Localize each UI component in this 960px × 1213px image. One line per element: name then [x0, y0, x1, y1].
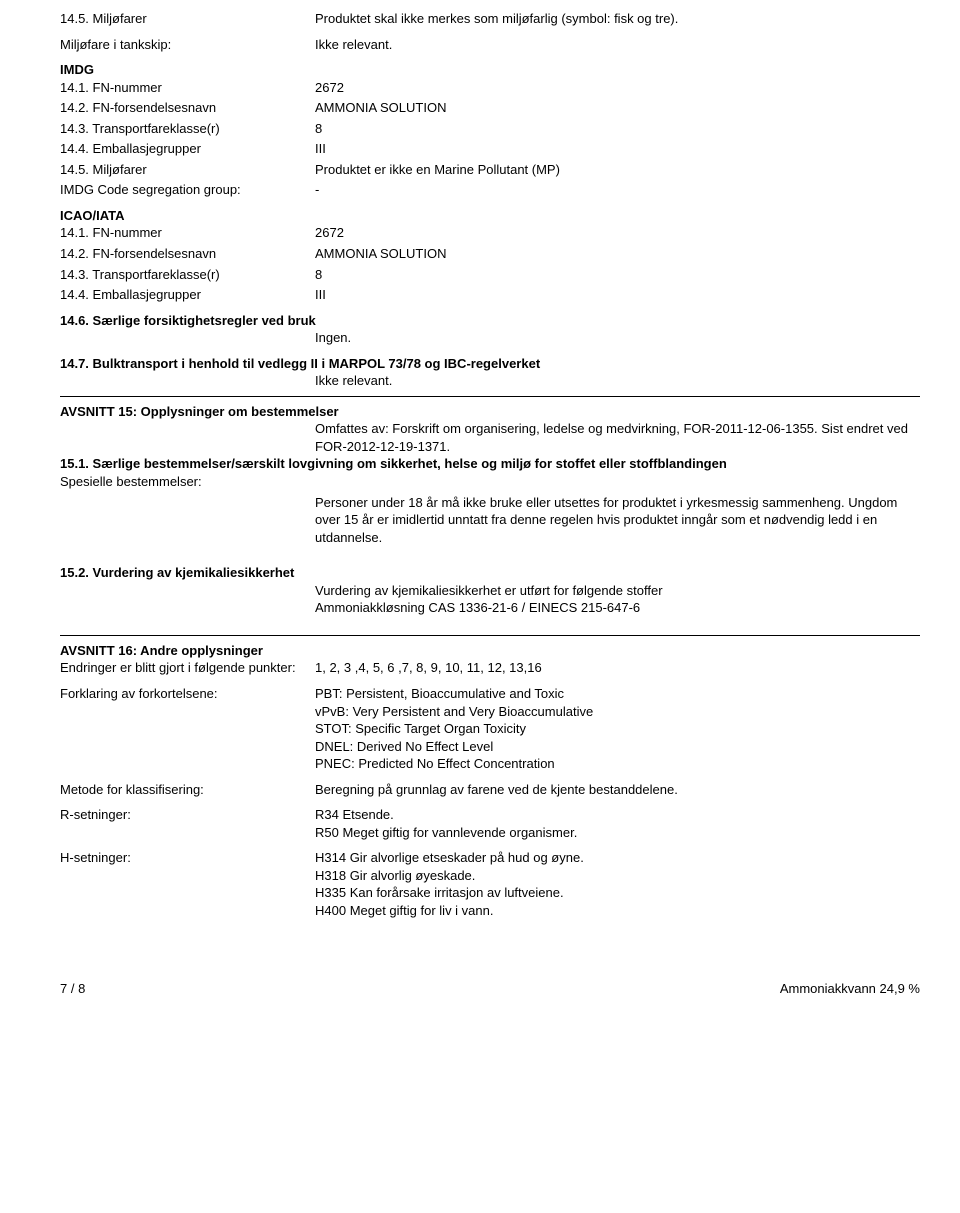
footer: 7 / 8 Ammoniakkvann 24,9 %	[60, 980, 920, 998]
label: 14.3. Transportfareklasse(r)	[60, 266, 315, 284]
s16-h-setninger: H-setninger: H314 Gir alvorlige etseskad…	[60, 849, 920, 919]
label: 14.1. FN-nummer	[60, 224, 315, 242]
fk-pnec: PNEC: Predicted No Effect Concentration	[315, 755, 920, 773]
s16-endringer: Endringer er blitt gjort i følgende punk…	[60, 659, 920, 677]
value: 2672	[315, 79, 920, 97]
divider	[60, 635, 920, 636]
s15-spesielle-text: Personer under 18 år må ikke bruke eller…	[60, 494, 920, 547]
divider	[60, 396, 920, 397]
s15-omfattes: Omfattes av: Forskrift om organisering, …	[60, 420, 920, 455]
product-name: Ammoniakkvann 24,9 %	[780, 980, 920, 998]
s14-6-value: Ingen.	[60, 329, 920, 347]
label: IMDG Code segregation group:	[60, 181, 315, 199]
r50: R50 Meget giftig for vannlevende organis…	[315, 824, 920, 842]
s16-forklaring: Forklaring av forkortelsene: PBT: Persis…	[60, 685, 920, 773]
label: 14.4. Emballasjegrupper	[60, 140, 315, 158]
label: 14.3. Transportfareklasse(r)	[60, 120, 315, 138]
s14-6-heading: 14.6. Særlige forsiktighetsregler ved br…	[60, 312, 920, 330]
value: Beregning på grunnlag av farene ved de k…	[315, 781, 920, 799]
value: -	[315, 181, 920, 199]
value: III	[315, 286, 920, 304]
fk-stot: STOT: Specific Target Organ Toxicity	[315, 720, 920, 738]
s15-2-line2: Ammoniakkløsning CAS 1336-21-6 / EINECS …	[60, 599, 920, 617]
h335: H335 Kan forårsake irritasjon av luftvei…	[315, 884, 920, 902]
fk-vpvb: vPvB: Very Persistent and Very Bioaccumu…	[315, 703, 920, 721]
imdg-fn-nummer: 14.1. FN-nummer 2672	[60, 79, 920, 97]
row-miljofare-tankskip: Miljøfare i tankskip: Ikke relevant.	[60, 36, 920, 54]
label: Endringer er blitt gjort i følgende punk…	[60, 659, 315, 677]
label: Miljøfare i tankskip:	[60, 36, 315, 54]
value: 8	[315, 266, 920, 284]
label: R-setninger:	[60, 806, 315, 841]
label: 14.1. FN-nummer	[60, 79, 315, 97]
value: Ikke relevant.	[315, 36, 920, 54]
row-14-5-miljofarer: 14.5. Miljøfarer Produktet skal ikke mer…	[60, 10, 920, 28]
imdg-miljofarer: 14.5. Miljøfarer Produktet er ikke en Ma…	[60, 161, 920, 179]
value: R34 Etsende. R50 Meget giftig for vannle…	[315, 806, 920, 841]
label: Forklaring av forkortelsene:	[60, 685, 315, 773]
value: H314 Gir alvorlige etseskader på hud og …	[315, 849, 920, 919]
icao-fn-nummer: 14.1. FN-nummer 2672	[60, 224, 920, 242]
label: Metode for klassifisering:	[60, 781, 315, 799]
icao-emballasjegrupper: 14.4. Emballasjegrupper III	[60, 286, 920, 304]
value: III	[315, 140, 920, 158]
imdg-emballasjegrupper: 14.4. Emballasjegrupper III	[60, 140, 920, 158]
fk-dnel: DNEL: Derived No Effect Level	[315, 738, 920, 756]
value: Produktet er ikke en Marine Pollutant (M…	[315, 161, 920, 179]
value: 1, 2, 3 ,4, 5, 6 ,7, 8, 9, 10, 11, 12, 1…	[315, 659, 920, 677]
label: H-setninger:	[60, 849, 315, 919]
label: 14.2. FN-forsendelsesnavn	[60, 99, 315, 117]
value: Produktet skal ikke merkes som miljøfarl…	[315, 10, 920, 28]
s16-metode: Metode for klassifisering: Beregning på …	[60, 781, 920, 799]
fk-pbt: PBT: Persistent, Bioaccumulative and Tox…	[315, 685, 920, 703]
value: 8	[315, 120, 920, 138]
icao-heading: ICAO/IATA	[60, 207, 920, 225]
value: 2672	[315, 224, 920, 242]
label: 14.5. Miljøfarer	[60, 10, 315, 28]
label: 14.4. Emballasjegrupper	[60, 286, 315, 304]
value: AMMONIA SOLUTION	[315, 99, 920, 117]
s16-r-setninger: R-setninger: R34 Etsende. R50 Meget gift…	[60, 806, 920, 841]
imdg-segregation-group: IMDG Code segregation group: -	[60, 181, 920, 199]
imdg-heading: IMDG	[60, 61, 920, 79]
h314: H314 Gir alvorlige etseskader på hud og …	[315, 849, 920, 867]
page-number: 7 / 8	[60, 980, 85, 998]
value: AMMONIA SOLUTION	[315, 245, 920, 263]
imdg-forsendelsesnavn: 14.2. FN-forsendelsesnavn AMMONIA SOLUTI…	[60, 99, 920, 117]
imdg-transportfareklasse: 14.3. Transportfareklasse(r) 8	[60, 120, 920, 138]
s15-spesielle: Spesielle bestemmelser:	[60, 473, 920, 491]
h400: H400 Meget giftig for liv i vann.	[315, 902, 920, 920]
s15-heading: AVSNITT 15: Opplysninger om bestemmelser	[60, 403, 920, 421]
s14-7-value: Ikke relevant.	[60, 372, 920, 390]
label: 14.5. Miljøfarer	[60, 161, 315, 179]
icao-transportfareklasse: 14.3. Transportfareklasse(r) 8	[60, 266, 920, 284]
s15-2-line1: Vurdering av kjemikaliesikkerhet er utfø…	[60, 582, 920, 600]
h318: H318 Gir alvorlig øyeskade.	[315, 867, 920, 885]
value	[315, 473, 920, 491]
value: PBT: Persistent, Bioaccumulative and Tox…	[315, 685, 920, 773]
s14-7-heading: 14.7. Bulktransport i henhold til vedleg…	[60, 355, 920, 373]
label: Spesielle bestemmelser:	[60, 473, 315, 491]
s15-2-heading: 15.2. Vurdering av kjemikaliesikkerhet	[60, 564, 920, 582]
s15-1-heading: 15.1. Særlige bestemmelser/særskilt lovg…	[60, 455, 920, 473]
r34: R34 Etsende.	[315, 806, 920, 824]
s16-heading: AVSNITT 16: Andre opplysninger	[60, 642, 920, 660]
label: 14.2. FN-forsendelsesnavn	[60, 245, 315, 263]
icao-forsendelsesnavn: 14.2. FN-forsendelsesnavn AMMONIA SOLUTI…	[60, 245, 920, 263]
